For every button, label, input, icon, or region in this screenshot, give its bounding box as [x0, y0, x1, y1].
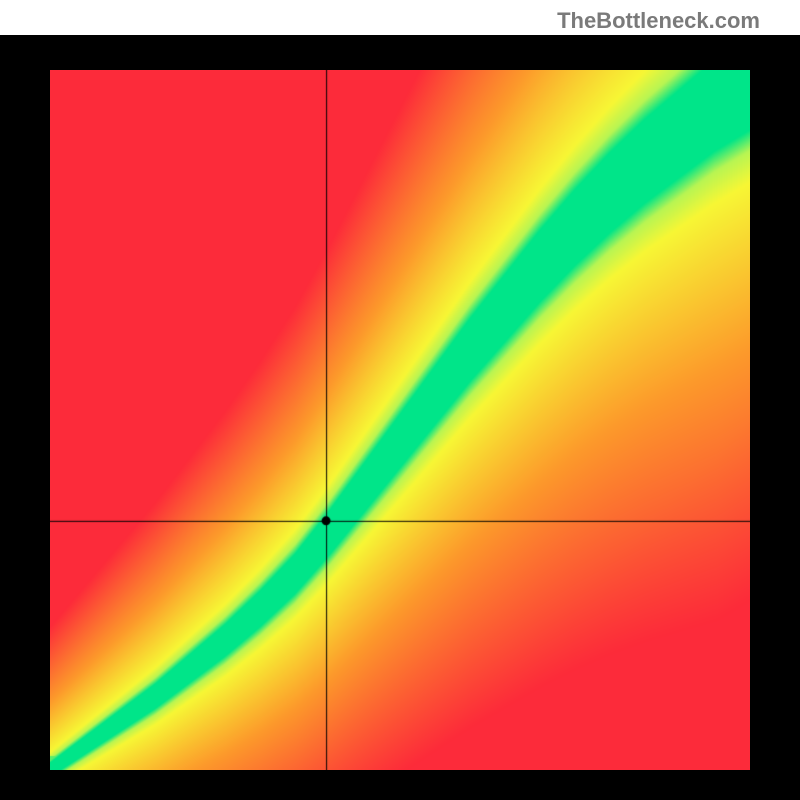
heatmap-plot [50, 70, 750, 770]
heatmap-canvas [50, 70, 750, 770]
watermark-text: TheBottleneck.com [557, 8, 760, 34]
chart-container: TheBottleneck.com [0, 0, 800, 800]
outer-frame [0, 35, 800, 800]
